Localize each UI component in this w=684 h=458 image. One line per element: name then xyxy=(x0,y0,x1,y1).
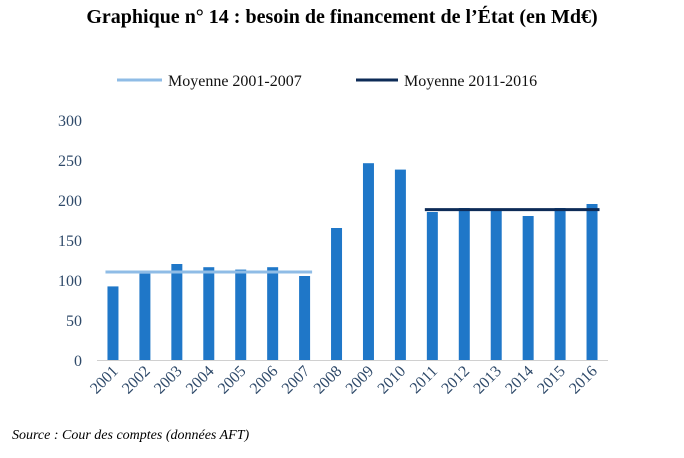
bar xyxy=(362,163,374,360)
x-tick-label: 2012 xyxy=(438,363,473,398)
y-axis: 0 50 100 150 200 250 300 xyxy=(58,113,608,370)
y-tick-label: 50 xyxy=(66,313,82,330)
y-tick-label: 200 xyxy=(58,193,82,210)
x-tick-label: 2015 xyxy=(534,363,569,398)
legend-label: Moyenne 2011-2016 xyxy=(404,73,537,90)
bar xyxy=(394,169,406,360)
y-tick-label: 300 xyxy=(58,113,82,130)
bar xyxy=(203,267,215,360)
x-tick-label: 2009 xyxy=(343,363,378,398)
chart-title: Graphique n° 14 : besoin de financement … xyxy=(86,6,598,28)
x-tick-label: 2001 xyxy=(87,363,122,398)
bar xyxy=(331,228,343,360)
bar xyxy=(490,209,502,360)
y-tick-label: 150 xyxy=(58,233,82,250)
reference-lines xyxy=(105,208,600,274)
x-tick-label: 2005 xyxy=(215,363,250,398)
bar xyxy=(235,269,247,360)
x-tick-label: 2004 xyxy=(183,363,218,398)
x-tick-label: 2016 xyxy=(566,363,601,398)
x-tick-label: 2013 xyxy=(470,363,505,398)
y-tick-label: 250 xyxy=(58,153,82,170)
legend: Moyenne 2001-2007 Moyenne 2011-2016 xyxy=(117,73,537,90)
bar xyxy=(171,264,183,360)
bar xyxy=(426,212,438,360)
x-tick-label: 2011 xyxy=(407,363,441,397)
x-tick-label: 2014 xyxy=(502,363,537,398)
bar xyxy=(299,276,311,360)
bar xyxy=(107,286,119,360)
x-tick-label: 2010 xyxy=(375,363,410,398)
bar xyxy=(139,273,151,360)
bar xyxy=(586,204,598,360)
source-note: Source : Cour des comptes (données AFT) xyxy=(12,428,250,443)
bars xyxy=(107,163,598,360)
x-tick-label: 2002 xyxy=(119,363,154,398)
bar xyxy=(458,208,470,360)
bar xyxy=(522,216,534,360)
y-tick-label: 0 xyxy=(74,353,82,370)
y-tick-label: 100 xyxy=(58,273,82,290)
bar xyxy=(554,208,566,360)
x-axis: 2001200220032004200520062007200820092010… xyxy=(87,363,601,398)
x-tick-label: 2007 xyxy=(279,363,314,398)
x-tick-label: 2006 xyxy=(247,363,282,398)
x-tick-label: 2003 xyxy=(151,363,186,398)
bar xyxy=(267,267,279,360)
x-tick-label: 2008 xyxy=(311,363,346,398)
legend-label: Moyenne 2001-2007 xyxy=(168,73,302,90)
